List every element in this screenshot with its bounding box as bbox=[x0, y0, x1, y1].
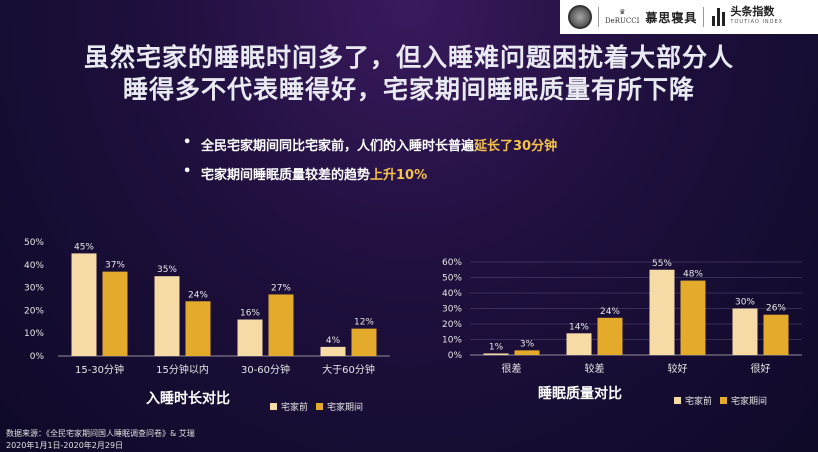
bar-before bbox=[566, 333, 592, 355]
data-label: 35% bbox=[157, 265, 177, 275]
bar-during bbox=[102, 271, 128, 356]
finding-1: • 全民宅家期间同比宅家前，人们的入睡时长普遍 延长了30分钟 bbox=[183, 135, 558, 154]
page-title-line1: 虽然宅家的睡眠时间多了，但入睡难问题困扰着大部分人 bbox=[83, 43, 734, 72]
y-tick-label: 40% bbox=[24, 261, 44, 271]
chart2-legend: 宅家前 宅家期间 bbox=[666, 394, 767, 407]
sleep-quality-chart: 0% 10% 20% 30% 40% 50% 60% 1% 3% 很差 14% 24% 较差 55% 48%… bbox=[442, 258, 802, 375]
key-findings: • 全民宅家期间同比宅家前，人们的入睡时长普遍 延长了30分钟 • 宅家期间睡眠质… bbox=[183, 135, 557, 193]
data-label: 4% bbox=[326, 336, 341, 346]
chart1-legend: 宅家前 宅家期间 bbox=[262, 400, 363, 413]
finding-2: • 宅家期间睡眠质量较差的趋势 上升10% bbox=[183, 164, 428, 183]
legend-during: 宅家期间 bbox=[731, 397, 768, 407]
data-label: 12% bbox=[354, 318, 374, 328]
y-tick-label: 0% bbox=[448, 351, 463, 361]
y-tick-label: 50% bbox=[442, 274, 462, 284]
y-tick-label: 30% bbox=[442, 305, 462, 315]
brand-name: 慕思寝具 bbox=[645, 10, 698, 25]
chart1-title: 入睡时长对比 bbox=[146, 391, 230, 407]
legend-before: 宅家前 bbox=[281, 403, 309, 413]
data-label: 30% bbox=[735, 298, 755, 308]
legend-before: 宅家前 bbox=[685, 397, 713, 407]
y-tick-label: 20% bbox=[442, 320, 462, 330]
legend-during: 宅家期间 bbox=[327, 403, 364, 413]
bar-before bbox=[649, 269, 675, 355]
bar-during bbox=[185, 301, 211, 356]
bar-before bbox=[237, 319, 263, 356]
data-label: 16% bbox=[240, 309, 260, 319]
x-category-label: 很好 bbox=[751, 362, 771, 375]
bar-during bbox=[597, 317, 623, 355]
chart2-title: 睡眠质量对比 bbox=[538, 386, 622, 402]
divider bbox=[703, 7, 705, 27]
bar-during bbox=[680, 280, 706, 355]
y-tick-label: 10% bbox=[442, 336, 462, 346]
data-label: 24% bbox=[188, 290, 208, 300]
x-category-label: 30-60分钟 bbox=[241, 363, 290, 376]
bar-during bbox=[268, 294, 294, 356]
derucci-logo: ♛ DeRUCCI bbox=[605, 8, 640, 25]
x-category-label: 很差 bbox=[502, 362, 522, 375]
bar-before bbox=[320, 346, 346, 356]
data-label: 48% bbox=[683, 270, 703, 280]
divider bbox=[598, 7, 599, 27]
data-label: 3% bbox=[520, 339, 535, 349]
data-label: 26% bbox=[766, 304, 786, 314]
x-category-label: 大于60分钟 bbox=[322, 363, 375, 376]
x-category-label: 较差 bbox=[585, 362, 605, 375]
bar-during bbox=[763, 314, 789, 355]
page-title-line2: 睡得多不代表睡得好，宅家期间睡眠质量有所下降 bbox=[122, 75, 695, 104]
y-tick-label: 30% bbox=[24, 284, 44, 294]
bar-before bbox=[483, 353, 509, 355]
toutiao-logo: 头条指数 TOUTIAO INDEX bbox=[730, 5, 784, 25]
bar-before bbox=[154, 276, 180, 356]
brand-header: ♛ DeRUCCI 慕思寝具 头条指数 TOUTIAO INDEX bbox=[560, 0, 818, 34]
data-label: 24% bbox=[600, 307, 620, 317]
y-tick-label: 60% bbox=[442, 258, 462, 268]
data-label: 37% bbox=[105, 261, 125, 271]
bar-before bbox=[732, 308, 758, 355]
bar-before bbox=[71, 253, 97, 356]
data-label: 27% bbox=[271, 283, 291, 293]
y-tick-label: 40% bbox=[442, 289, 462, 299]
data-label: 1% bbox=[489, 342, 504, 352]
x-category-label: 15-30分钟 bbox=[75, 363, 124, 376]
bar-during bbox=[351, 328, 377, 356]
x-category-label: 15分钟以内 bbox=[156, 363, 209, 376]
sleep-onset-chart: 0% 10% 20% 30% 40% 50% 45% 37% 15-30分钟 35% 24% 15分钟… bbox=[24, 238, 390, 376]
y-tick-label: 50% bbox=[24, 238, 44, 248]
y-tick-label: 10% bbox=[24, 329, 44, 339]
data-label: 14% bbox=[569, 322, 589, 332]
data-label: 45% bbox=[74, 242, 94, 252]
data-source: 数据来源：《全民宅家期间国人睡眠调查问卷》& 艾瑞 2020年1月1日-2020… bbox=[6, 429, 195, 450]
y-tick-label: 0% bbox=[30, 352, 45, 362]
x-category-label: 较好 bbox=[668, 362, 688, 375]
y-tick-label: 20% bbox=[24, 306, 44, 316]
derucci-seal-icon bbox=[568, 5, 592, 29]
toutiao-bars-icon bbox=[712, 8, 726, 26]
bar-during bbox=[514, 350, 540, 355]
data-label: 55% bbox=[652, 259, 672, 269]
